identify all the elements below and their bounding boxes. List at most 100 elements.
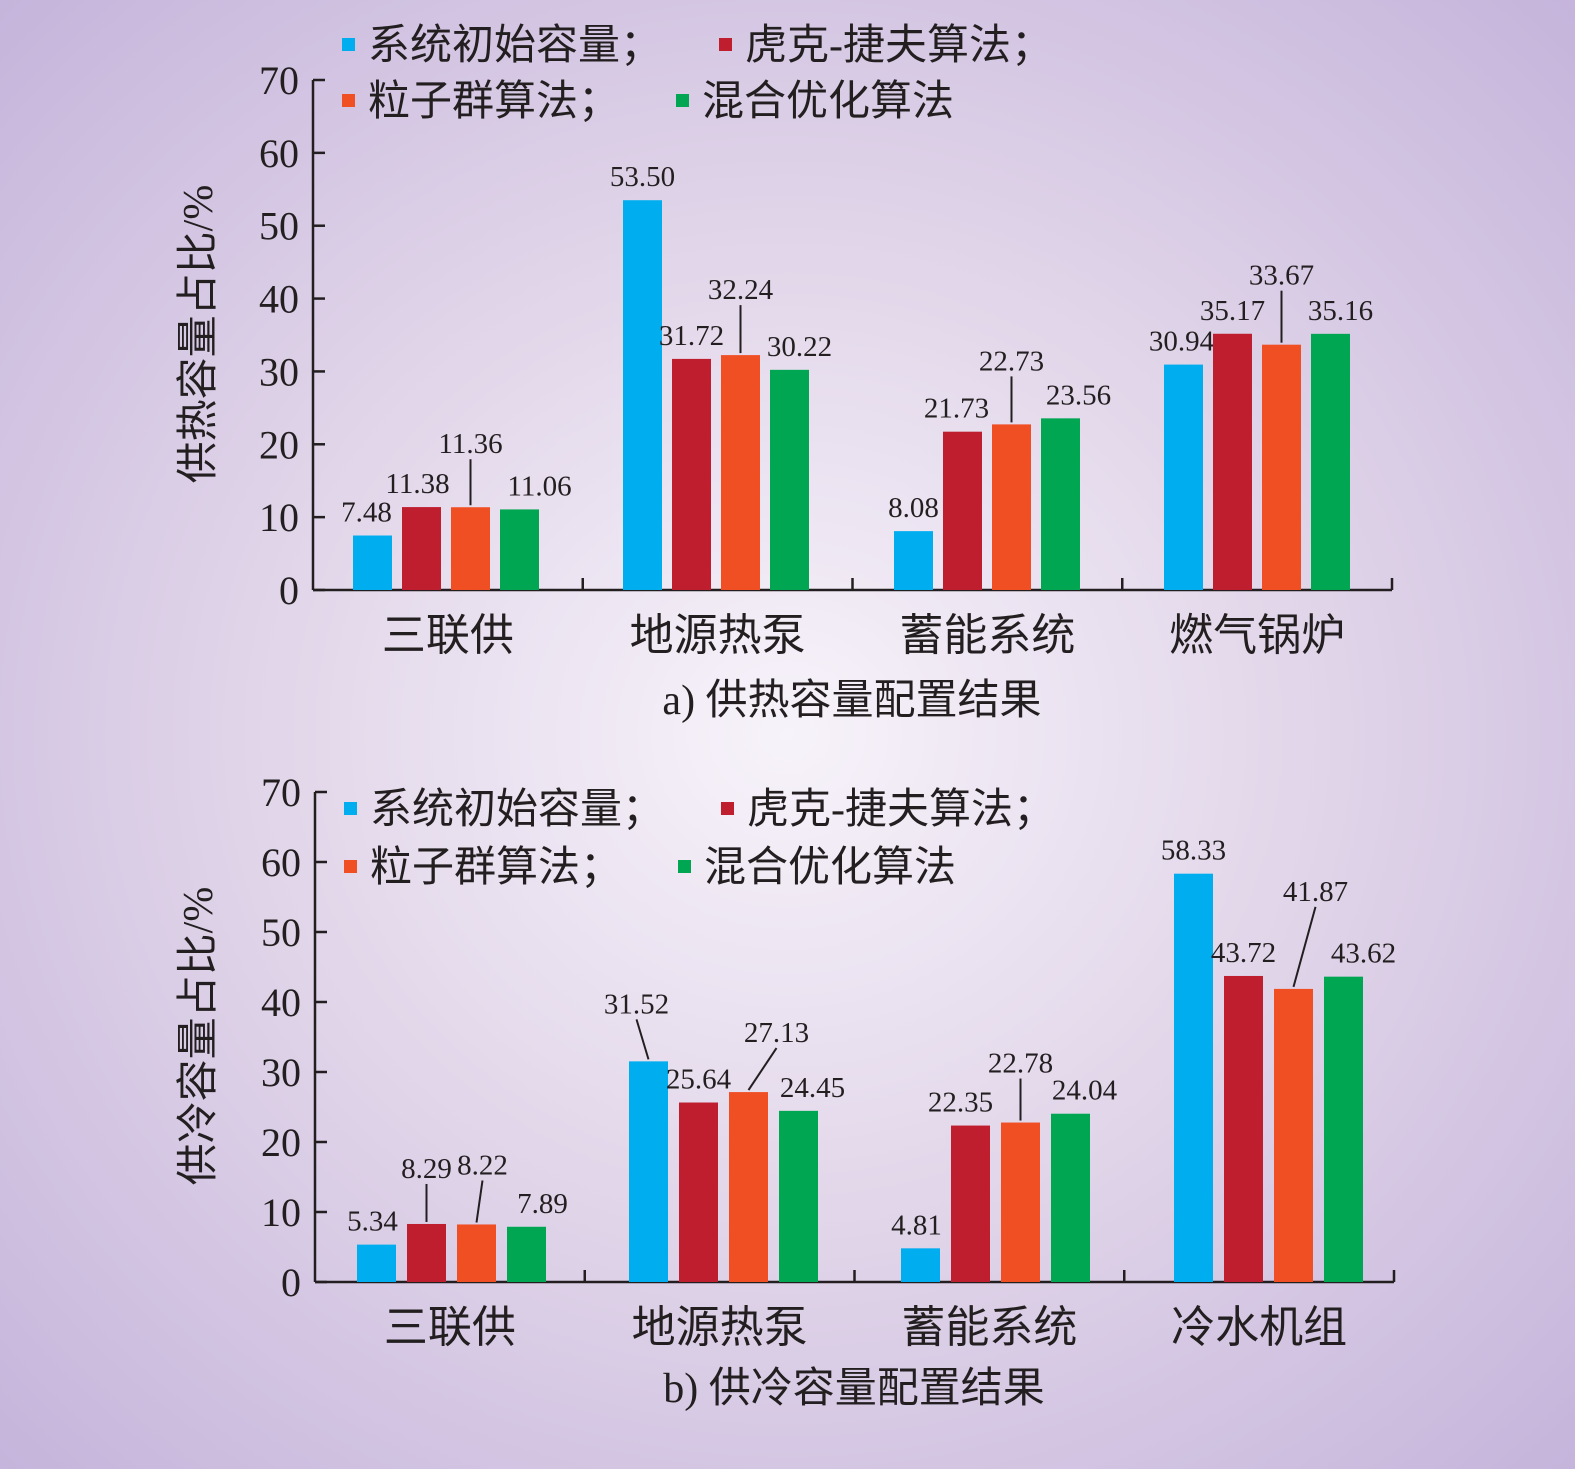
value-label: 30.22	[767, 331, 832, 363]
x-category-label: 地源热泵	[630, 611, 806, 660]
bar	[1164, 364, 1203, 590]
y-tick-label: 20	[261, 1120, 301, 1165]
chart-b-cooling: 0 10 20 30 40 50 60 70 供冷容量占比/% 5.34 31.52 4.81 58.3…	[175, 770, 1396, 1412]
y-tick-label: 10	[259, 495, 299, 540]
legend-swatch	[344, 802, 357, 815]
value-label: 7.48	[341, 497, 392, 529]
legend: 系统初始容量； 虎克-捷夫算法； 粒子群算法； 混合优化算法	[344, 786, 1055, 891]
y-axis-label: 供冷容量占比/%	[175, 887, 222, 1186]
legend-swatch	[342, 94, 355, 107]
value-label: 31.52	[604, 988, 669, 1020]
value-label: 11.38	[385, 468, 449, 500]
value-label: 43.72	[1211, 937, 1276, 969]
x-category-label: 燃气锅炉	[1169, 611, 1345, 660]
bar	[1262, 344, 1301, 590]
value-label: 22.35	[928, 1087, 993, 1119]
legend-entry-label: 粒子群算法；	[368, 79, 620, 125]
value-label: 43.62	[1331, 938, 1396, 970]
x-category-label: 三联供	[384, 1303, 516, 1352]
y-tick-label: 70	[259, 58, 299, 103]
legend-entry-label: 虎克-捷夫算法；	[747, 787, 1055, 833]
legend-swatch	[678, 860, 691, 873]
bar	[451, 507, 490, 590]
y-tick-label: 0	[281, 1260, 301, 1305]
bar	[1324, 976, 1363, 1282]
y-tick-label: 10	[261, 1190, 301, 1235]
bar	[402, 507, 441, 590]
value-label: 31.72	[659, 320, 724, 352]
y-tick-label: 60	[259, 131, 299, 176]
y-tick-label: 40	[261, 980, 301, 1025]
value-label: 33.67	[1249, 260, 1314, 292]
y-tick-label: 50	[261, 910, 301, 955]
value-label: 8.29	[401, 1153, 452, 1185]
y-tick-label: 0	[279, 568, 299, 613]
chart-caption: b) 供冷容量配置结果	[663, 1365, 1045, 1412]
bar	[779, 1110, 818, 1282]
value-label: 4.81	[891, 1209, 942, 1241]
bar	[679, 1102, 718, 1282]
value-label: 32.24	[708, 274, 774, 306]
legend-entry-label: 系统初始容量；	[370, 786, 664, 833]
chart-a-heating: 0 10 20 30 40 50 60 70 供热容量占比/% 7.48 53.50 8.08 30.9…	[175, 22, 1394, 724]
bar	[721, 355, 760, 590]
value-label: 8.08	[888, 492, 939, 524]
bar	[507, 1226, 546, 1282]
value-label: 8.22	[457, 1149, 508, 1181]
bar	[500, 509, 539, 590]
y-tick-label: 30	[259, 349, 299, 394]
bar	[629, 1061, 668, 1282]
value-label: 58.33	[1161, 835, 1226, 867]
value-label-leader	[635, 1019, 650, 1060]
bar	[1213, 333, 1252, 590]
legend-entry-label: 虎克-捷夫算法；	[745, 23, 1053, 69]
value-label-leader	[1292, 906, 1317, 988]
legend-entry-label: 系统初始容量；	[368, 22, 662, 69]
bar	[894, 531, 933, 590]
legend-swatch	[342, 38, 355, 51]
bar	[770, 369, 809, 590]
value-label-leader	[475, 1180, 484, 1223]
bar	[623, 200, 662, 590]
y-tick-label: 60	[261, 840, 301, 885]
value-label: 25.64	[666, 1064, 732, 1096]
bar	[357, 1244, 396, 1282]
legend-swatch	[676, 94, 689, 107]
value-label: 22.73	[979, 345, 1044, 377]
legend-entry-label: 粒子群算法；	[370, 845, 622, 891]
bar	[1224, 975, 1263, 1282]
y-tick-label: 70	[261, 770, 301, 815]
bar	[353, 535, 392, 590]
bar	[943, 431, 982, 590]
x-category-label: 三联供	[382, 611, 514, 660]
value-label: 35.17	[1200, 295, 1265, 327]
bar	[457, 1224, 496, 1282]
x-category-label: 冷水机组	[1171, 1303, 1347, 1352]
chart-caption: a) 供热容量配置结果	[662, 677, 1041, 724]
value-label: 11.06	[507, 470, 571, 502]
value-label-leader	[747, 1047, 778, 1091]
value-label: 22.78	[988, 1048, 1053, 1080]
value-label: 7.89	[517, 1188, 568, 1220]
bar	[1174, 873, 1213, 1282]
value-label: 21.73	[924, 393, 989, 425]
value-label: 23.56	[1046, 379, 1111, 411]
bar	[1001, 1122, 1040, 1282]
y-tick-label: 40	[259, 277, 299, 322]
legend-swatch	[344, 860, 357, 873]
value-label: 24.45	[780, 1072, 845, 1104]
value-label: 11.36	[438, 428, 502, 460]
bar	[729, 1092, 768, 1282]
legend-entry-label: 混合优化算法	[702, 79, 954, 125]
bar	[951, 1125, 990, 1282]
value-label: 27.13	[744, 1017, 809, 1049]
y-tick-label: 50	[259, 204, 299, 249]
bar	[1274, 988, 1313, 1282]
x-category-label: 蓄能系统	[901, 1303, 1077, 1352]
value-label: 24.04	[1052, 1075, 1118, 1107]
bar	[1051, 1113, 1090, 1282]
bar	[407, 1223, 446, 1282]
value-label: 53.50	[610, 161, 675, 193]
